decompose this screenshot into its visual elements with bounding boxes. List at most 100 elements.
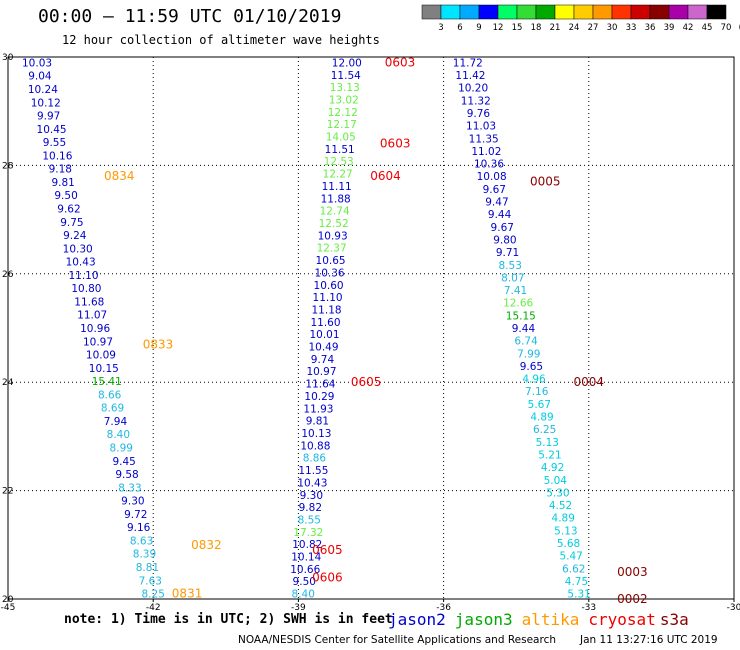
pass-time-label: 0005 [530,175,561,189]
swh-value: 9.72 [124,509,147,521]
swh-value: 7.16 [525,386,549,398]
swh-value: 9.16 [127,522,151,534]
swh-value: 9.71 [496,247,519,259]
y-tick-label: 30 [2,53,14,63]
color-scale-swatch [706,4,727,20]
color-scale-label: 70 [721,23,732,33]
satellite-legend: jason2 jason3 altika cryosat s3a [388,610,698,629]
color-scale-label: 9 [476,23,481,33]
pass-time-label: 0832 [191,538,222,552]
swh-value: 11.64 [305,379,335,391]
swh-value: 10.66 [290,564,320,576]
swh-value: 11.54 [331,70,361,82]
color-scale-label: 15 [512,23,523,33]
pass-time-label: 0002 [617,592,648,606]
swh-value: 8.39 [133,549,156,561]
swh-value: 11.02 [471,146,501,158]
swh-value: 4.96 [522,374,546,386]
legend-jason3: jason3 [454,610,513,629]
swh-value: 9.67 [483,184,506,196]
swh-value: 11.88 [321,193,351,205]
color-scale-label: 33 [626,23,637,33]
swh-value: 9.44 [512,323,536,335]
swh-value: 9.55 [43,137,66,149]
swh-value: 12.17 [327,119,357,131]
pass-time-label: 0834 [104,169,135,183]
swh-value: 10.96 [80,323,110,335]
swh-value: 9.58 [115,469,138,481]
swh-value: 5.21 [538,449,561,461]
swh-value: 8.69 [101,403,124,415]
pass-time-label: 0605 [312,543,343,557]
swh-value: 12.37 [317,243,347,255]
swh-value: 10.88 [300,440,330,452]
swh-value: 11.93 [303,403,333,415]
swh-value: 11.32 [461,95,491,107]
swh-value: 11.35 [469,133,499,145]
swh-value: 10.97 [306,366,336,378]
swh-value: 5.04 [544,475,568,487]
color-scale-swatch [687,4,708,20]
swh-value: 7.41 [504,285,527,297]
color-scale-label: 24 [569,23,580,33]
swh-value: 10.65 [316,255,346,267]
pass-time-label: 0604 [370,169,401,183]
swh-value: 11.60 [310,317,340,329]
color-scale-label: 45 [702,23,713,33]
swh-value: 9.04 [28,71,52,83]
swh-value: 10.08 [477,171,507,183]
color-scale-swatch [611,4,632,20]
plot-frame [7,56,735,600]
swh-value: 8.66 [98,389,122,401]
color-scale-swatch [592,4,613,20]
swh-value: 12.53 [324,156,354,168]
color-scale-swatch [421,4,442,20]
swh-value: 10.36 [315,267,345,279]
swh-value: 9.81 [51,177,74,189]
x-tick-label: -39 [291,603,306,613]
pass-time-label: 0833 [143,337,174,351]
swh-value: 8.55 [298,514,321,526]
swh-value: 11.42 [455,70,485,82]
swh-value: 9.76 [467,108,491,120]
swh-value: 9.30 [121,496,144,508]
swh-value: 9.47 [485,197,508,209]
swh-value: 9.62 [57,203,80,215]
chart-title: 00:00 – 11:59 UTC 01/10/2019 [38,6,342,27]
swh-value: 10.16 [42,150,72,162]
swh-value: 10.24 [28,84,58,96]
swh-value: 11.55 [298,465,328,477]
color-scale-label: 36 [645,23,656,33]
swh-value: 4.75 [565,576,588,588]
color-scale-swatch [630,4,651,20]
pass-time-label: 0603 [385,55,416,69]
swh-value: 9.44 [488,209,512,221]
swh-value: 11.18 [312,304,342,316]
swh-value: 10.93 [318,230,348,242]
color-scale-swatch [478,4,499,20]
color-scale-label: 42 [683,23,694,33]
swh-value: 5.31 [567,589,590,601]
swh-value: 9.18 [49,164,72,176]
swh-value: 10.01 [309,329,339,341]
swh-value: 4.89 [552,513,575,525]
swh-value: 9.50 [293,576,316,588]
swh-value: 12.12 [328,107,358,119]
y-tick-label: 20 [2,595,14,605]
y-tick-label: 26 [2,270,14,280]
x-tick-label: -36 [436,603,451,613]
swh-value: 9.80 [493,234,516,246]
swh-value: 9.81 [306,416,329,428]
swh-value: 17.32 [293,527,323,539]
swh-value: 8.86 [303,453,327,465]
swh-value: 10.15 [89,363,119,375]
swh-value: 14.05 [326,132,356,144]
swh-value: 9.75 [60,217,83,229]
swh-value: 8.25 [142,589,165,601]
swh-value: 10.80 [71,283,101,295]
swh-value: 9.74 [311,354,335,366]
swh-value: 15.41 [92,376,122,388]
swh-value: 8.40 [292,589,315,601]
swh-value: 10.43 [297,477,327,489]
swh-value: 11.10 [68,270,98,282]
